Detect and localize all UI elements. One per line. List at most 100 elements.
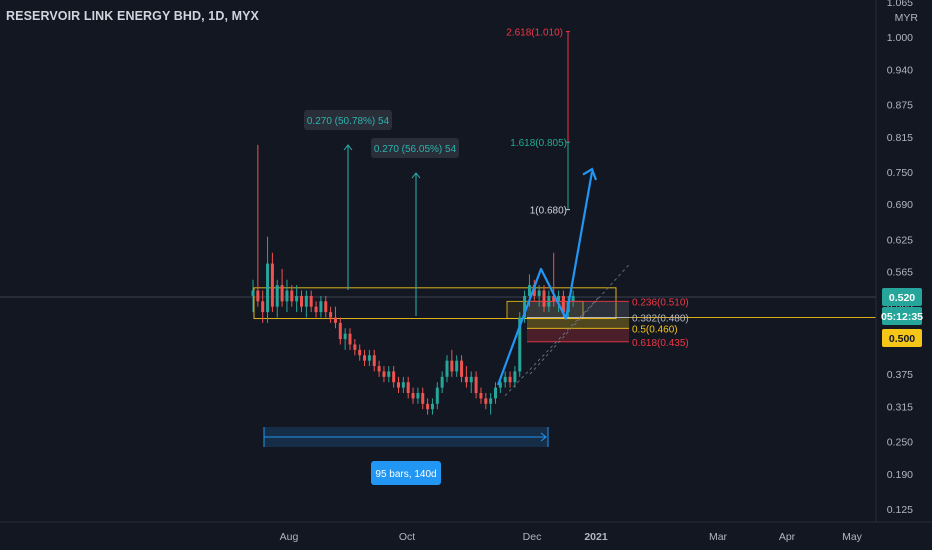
fib-band bbox=[527, 301, 629, 317]
y-tick-label: 0.250 bbox=[887, 437, 913, 449]
candle-body bbox=[538, 291, 541, 296]
drawings: 2.618(1.010) 1.618(0.805) 1(0.680) 0.236(0.… bbox=[264, 28, 689, 485]
candle-body bbox=[407, 382, 410, 393]
candle-body bbox=[470, 377, 473, 382]
candle-body bbox=[504, 377, 507, 382]
x-tick-label: Aug bbox=[280, 531, 299, 543]
candle-body bbox=[475, 377, 478, 393]
candle-body bbox=[358, 350, 361, 355]
candle-body bbox=[252, 291, 255, 296]
candle-body bbox=[436, 388, 439, 404]
candle-body bbox=[412, 393, 415, 398]
candle-body bbox=[431, 404, 434, 409]
candle-body bbox=[509, 377, 512, 382]
fib-level-label: 0.618(0.435) bbox=[632, 338, 689, 349]
candle-body bbox=[489, 398, 492, 403]
candle-body bbox=[305, 296, 308, 307]
candle-body bbox=[465, 377, 468, 382]
y-tick-label: 1.065 bbox=[887, 0, 913, 9]
candle-body bbox=[484, 398, 487, 403]
y-tick-label: 1.000 bbox=[887, 32, 913, 44]
candle-body bbox=[543, 291, 546, 307]
candle-body bbox=[402, 382, 405, 387]
x-tick-label: Oct bbox=[399, 531, 415, 543]
measure-label-1: 0.270 (50.78%) 54 bbox=[307, 116, 390, 127]
candle-body bbox=[295, 296, 298, 301]
fib-level-label: 1(0.680) bbox=[530, 206, 567, 217]
candle-body bbox=[494, 388, 497, 399]
y-tick-label: 0.815 bbox=[887, 132, 913, 144]
x-tick-label: May bbox=[842, 531, 863, 543]
candle-body bbox=[460, 361, 463, 377]
candle-body bbox=[363, 355, 366, 360]
countdown-badge: 05:12:35 bbox=[881, 311, 923, 323]
candle-body bbox=[256, 291, 259, 302]
fib-band bbox=[527, 328, 629, 341]
x-tick-label: Mar bbox=[709, 531, 728, 543]
candle-body bbox=[339, 323, 342, 339]
candle-body bbox=[479, 393, 482, 398]
candle-body bbox=[392, 371, 395, 382]
candles bbox=[252, 145, 575, 415]
candle-body bbox=[441, 377, 444, 388]
fib-band bbox=[527, 318, 629, 329]
candle-body bbox=[344, 334, 347, 339]
candle-body bbox=[290, 291, 293, 302]
candle-body bbox=[329, 312, 332, 317]
candle-body bbox=[261, 301, 264, 312]
y-tick-label: 0.940 bbox=[887, 64, 913, 76]
candle-body bbox=[315, 307, 318, 312]
projection-arrowhead bbox=[583, 169, 596, 180]
fib-level-label: 0.382(0.480) bbox=[632, 314, 689, 325]
candle-body bbox=[276, 285, 279, 307]
x-tick-label: Apr bbox=[779, 531, 796, 543]
candle-body bbox=[324, 301, 327, 312]
fib-level-label: 0.236(0.510) bbox=[632, 297, 689, 308]
last-price-badge: 0.520 bbox=[889, 292, 915, 304]
y-tick-label: 0.190 bbox=[887, 469, 913, 481]
projection-path bbox=[498, 172, 592, 385]
candle-body bbox=[310, 296, 313, 307]
y-tick-label: 0.750 bbox=[887, 167, 913, 179]
candle-body bbox=[513, 371, 516, 382]
candle-body bbox=[397, 382, 400, 387]
candle-body bbox=[378, 366, 381, 371]
y-tick-label: 0.375 bbox=[887, 369, 913, 381]
candle-body bbox=[334, 318, 337, 323]
x-tick-label: 2021 bbox=[584, 531, 608, 543]
y-tick-label: 0.875 bbox=[887, 99, 913, 111]
candle-body bbox=[455, 361, 458, 372]
candle-body bbox=[353, 344, 356, 349]
y-tick-label: 0.625 bbox=[887, 234, 913, 246]
currency-label: MYR bbox=[895, 12, 919, 24]
candle-body bbox=[450, 361, 453, 372]
candle-body bbox=[285, 291, 288, 302]
candle-body bbox=[416, 393, 419, 398]
candle-body bbox=[421, 393, 424, 404]
fib-level-label: 2.618(1.010) bbox=[506, 28, 563, 39]
candle-body bbox=[300, 296, 303, 307]
fib-level-label: 1.618(0.805) bbox=[510, 138, 567, 149]
y-tick-label: 0.690 bbox=[887, 199, 913, 211]
range-label: 95 bars, 140d bbox=[375, 469, 436, 480]
measure-label-2: 0.270 (56.05%) 54 bbox=[374, 144, 457, 155]
time-axis: Aug Oct Dec 2021 Mar Apr May bbox=[0, 522, 932, 543]
fib-level-label: 0.5(0.460) bbox=[632, 324, 678, 335]
candle-body bbox=[349, 334, 352, 345]
candle-body bbox=[387, 371, 390, 376]
candle-body bbox=[426, 404, 429, 409]
candle-body bbox=[382, 371, 385, 376]
level-badge: 0.500 bbox=[889, 333, 915, 345]
candle-body bbox=[271, 264, 274, 307]
candle-body bbox=[368, 355, 371, 360]
candle-body bbox=[266, 264, 269, 313]
x-tick-label: Dec bbox=[523, 531, 542, 543]
y-tick-label: 0.125 bbox=[887, 504, 913, 516]
candle-body bbox=[319, 301, 322, 312]
candle-body bbox=[572, 296, 575, 301]
candle-body bbox=[281, 285, 284, 301]
price-axis: 1.065 1.000 0.940 0.875 0.815 0.750 0.690 0.625… bbox=[876, 0, 932, 550]
y-tick-label: 0.565 bbox=[887, 267, 913, 279]
candle-body bbox=[373, 355, 376, 366]
